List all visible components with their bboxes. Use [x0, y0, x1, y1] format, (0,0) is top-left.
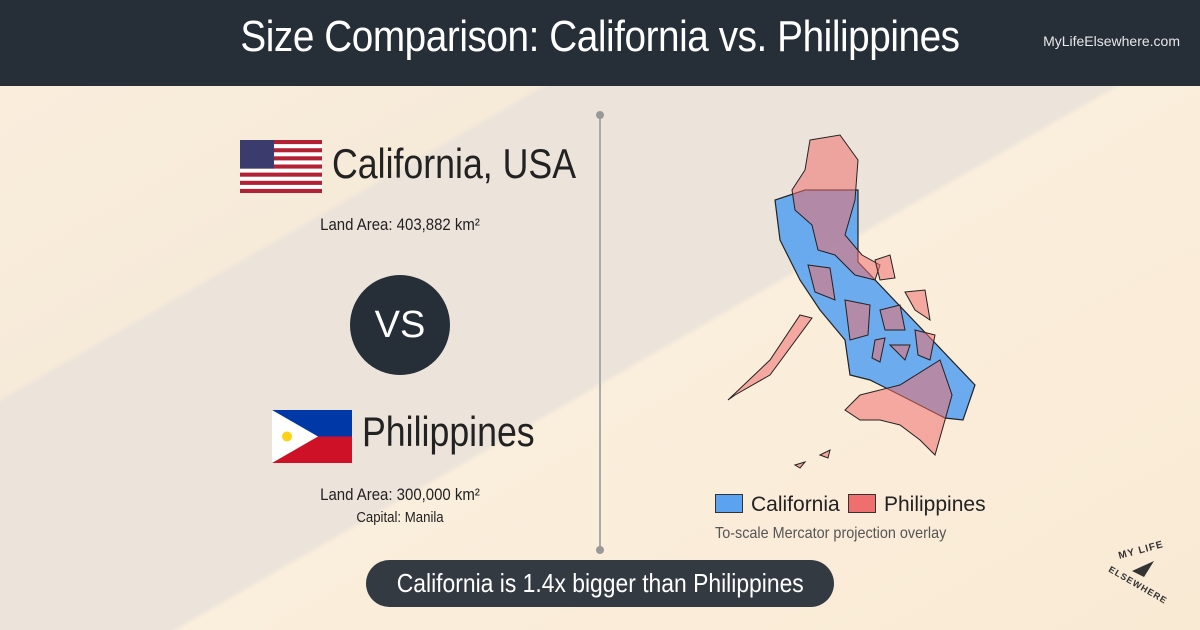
comparison-text: California is 1.4x bigger than Philippin… — [396, 568, 804, 598]
map-overlay — [727, 134, 976, 469]
site-link[interactable]: MyLifeElsewhere.com — [1043, 33, 1180, 49]
land-area: Land Area: 403,882 km² — [320, 215, 480, 234]
land-area: Land Area: 300,000 km² — [320, 485, 480, 504]
capital: Capital: Manila — [356, 509, 444, 526]
header: Size Comparison: California vs. Philippi… — [0, 0, 1200, 86]
legend-label: Philippines — [884, 493, 986, 516]
divider-dot — [596, 546, 604, 554]
country-name: California, USA — [332, 140, 577, 187]
title: Size Comparison: California vs. Philippi… — [240, 12, 960, 61]
us-flag — [240, 140, 322, 193]
vs-badge: VS — [350, 275, 450, 375]
legend-item: Philippines — [848, 493, 986, 517]
legend-item: California — [715, 493, 840, 517]
map-note: To-scale Mercator projection overlay — [715, 525, 947, 542]
ph-flag — [272, 410, 352, 463]
divider-dot — [596, 111, 604, 119]
logo-icon — [1132, 561, 1154, 577]
legend-label: California — [751, 493, 840, 516]
logo-text: MY LIFE — [1117, 539, 1165, 562]
country-name: Philippines — [362, 408, 535, 455]
divider — [599, 115, 601, 550]
comparison-banner: California is 1.4x bigger than Philippin… — [366, 560, 834, 607]
